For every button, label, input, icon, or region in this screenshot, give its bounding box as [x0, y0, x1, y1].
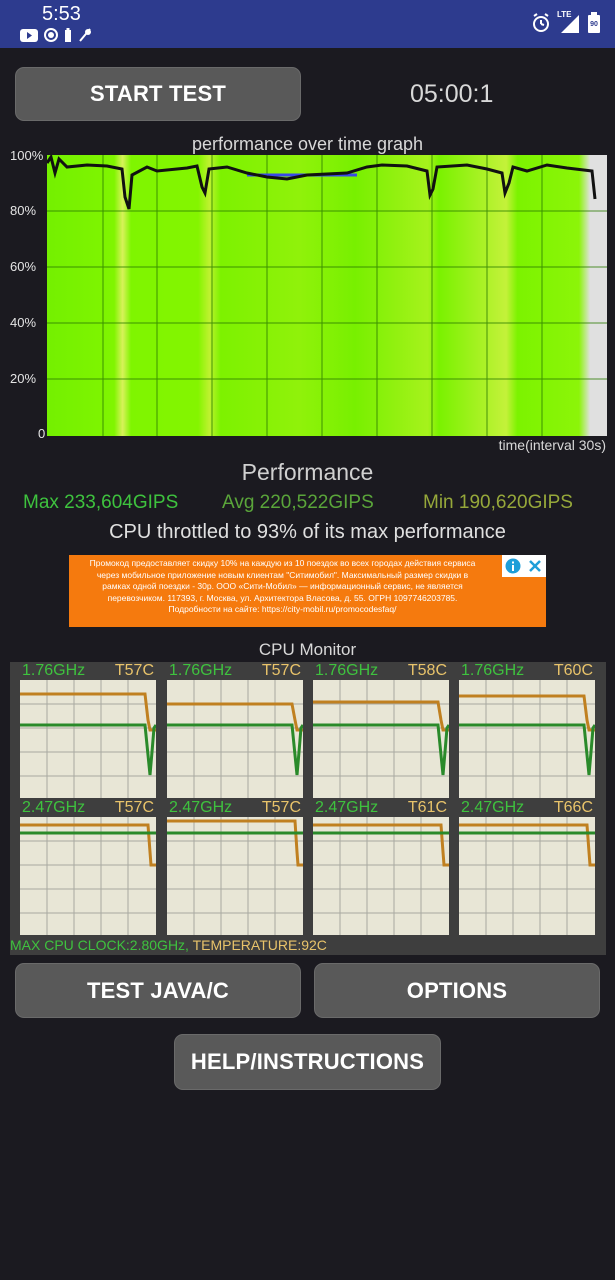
avg-performance: Avg 220,522GIPS	[222, 492, 374, 513]
core-temperature: T57C	[114, 662, 154, 679]
core-frequency: 2.47GHz	[22, 799, 86, 816]
core-temperature: T66C	[553, 799, 593, 816]
core-frequency: 1.76GHz	[461, 662, 525, 679]
performance-line	[47, 155, 597, 210]
performance-graph	[47, 155, 607, 436]
core-temperature: T57C	[261, 799, 301, 816]
lte-signal-icon: LTE	[557, 10, 581, 34]
core-frequency: 2.47GHz	[461, 799, 525, 816]
min-performance: Min 190,620GIPS	[423, 492, 573, 513]
graph-grid	[47, 155, 607, 436]
graph-x-label: time(interval 30s)	[498, 437, 606, 453]
system-icons: LTE 90	[531, 10, 601, 34]
y-tick-0: 0	[38, 426, 46, 441]
y-tick-100: 100%	[10, 148, 44, 163]
performance-title: Performance	[241, 459, 374, 485]
test-timer: 05:00:1	[410, 80, 494, 108]
cpu-summary: MAX CPU CLOCK:2.80GHz, TEMPERATURE:92C	[10, 937, 327, 953]
y-tick-60: 60%	[10, 259, 37, 274]
core-graph	[20, 817, 156, 935]
notification-icons	[20, 28, 92, 42]
core-graph	[167, 817, 303, 935]
core-frequency: 1.76GHz	[315, 662, 379, 679]
y-tick-80: 80%	[10, 203, 37, 218]
core-frequency: 1.76GHz	[22, 662, 86, 679]
core-graph	[313, 817, 449, 935]
cpu-monitor-title: CPU Monitor	[258, 640, 357, 659]
status-bar: 5:53 LTE 90	[0, 0, 615, 48]
y-tick-20: 20%	[10, 371, 37, 386]
ad-controls	[502, 555, 546, 577]
core-frequency: 2.47GHz	[169, 799, 233, 816]
ad-close-icon[interactable]	[524, 555, 546, 577]
graph-area	[47, 155, 607, 436]
ad-banner[interactable]: Промокод предоставляет скидку 10% на каж…	[69, 555, 546, 627]
battery-small-icon	[65, 28, 71, 42]
core-temperature: T57C	[261, 662, 301, 679]
core-graph	[459, 817, 595, 935]
ad-info-icon[interactable]	[502, 555, 524, 577]
y-tick-40: 40%	[10, 315, 37, 330]
cpu-monitor-panel: 1.76GHz T57C 1.76GHz T57C 1.76GHz T58C 1.76GHz…	[10, 662, 606, 955]
core-graph	[167, 680, 303, 798]
start-test-button[interactable]: START TEST	[15, 67, 301, 121]
alarm-icon	[533, 13, 549, 32]
core-temperature: T57C	[114, 799, 154, 816]
help-instructions-button[interactable]: HELP/INSTRUCTIONS	[174, 1034, 441, 1090]
max-temperature: TEMPERATURE:92C	[192, 937, 327, 953]
graph-title: performance over time graph	[191, 134, 424, 154]
battery-icon: 90	[587, 12, 601, 34]
test-java-c-button[interactable]: TEST JAVA/C	[15, 963, 301, 1018]
network-type: LTE	[557, 10, 572, 19]
battery-level: 90	[590, 21, 598, 28]
record-icon	[44, 28, 58, 42]
max-performance: Max 233,604GIPS	[23, 492, 179, 513]
core-graph	[459, 680, 595, 798]
status-time: 5:53	[42, 3, 81, 25]
core-frequency: 1.76GHz	[169, 662, 233, 679]
ad-text: Промокод предоставляет скидку 10% на каж…	[89, 558, 476, 614]
core-temperature: T60C	[553, 662, 593, 679]
core-temperature: T58C	[407, 662, 447, 679]
max-cpu-clock: MAX CPU CLOCK:2.80GHz,	[10, 937, 189, 953]
core-graph	[20, 680, 156, 798]
core-frequency: 2.47GHz	[315, 799, 379, 816]
core-graph	[313, 680, 449, 798]
core-temperature: T61C	[407, 799, 447, 816]
youtube-icon	[20, 28, 38, 42]
throttle-text: CPU throttled to 93% of its max performa…	[109, 521, 506, 543]
mic-off-icon	[79, 28, 91, 42]
options-button[interactable]: OPTIONS	[314, 963, 600, 1018]
